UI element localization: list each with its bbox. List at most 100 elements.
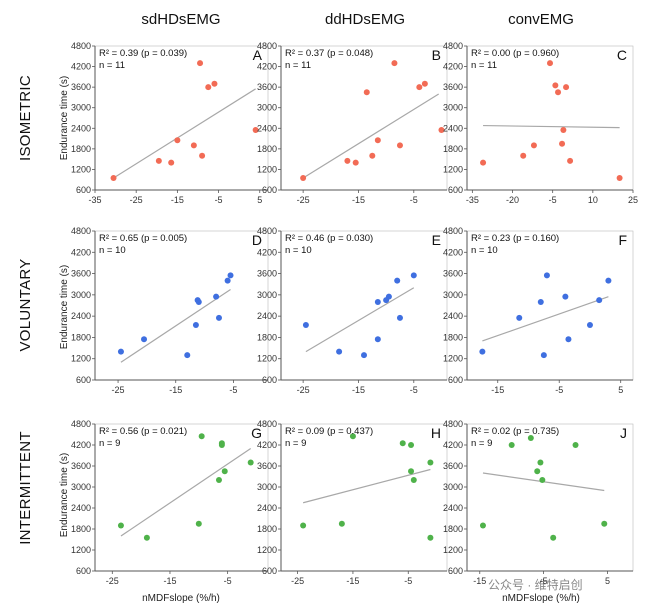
data-point [184, 352, 191, 359]
stat-annotation: R² = 0.46 (p = 0.030) [285, 233, 373, 244]
y-tick-label: 1200 [71, 354, 91, 364]
y-tick-label: 2400 [257, 311, 277, 321]
data-point [192, 322, 199, 329]
data-point [141, 336, 148, 343]
y-tick-label: 1800 [443, 332, 463, 342]
x-tick-label: -15 [473, 576, 486, 586]
data-point [508, 442, 515, 448]
data-point [527, 435, 534, 441]
data-point [537, 298, 544, 305]
data-point [385, 293, 392, 300]
data-point [168, 159, 175, 166]
y-tick-label: 4200 [71, 247, 91, 257]
y-tick-label: 3600 [71, 269, 91, 279]
data-point [352, 159, 359, 166]
data-point [563, 84, 570, 91]
x-tick-label: -15 [346, 576, 359, 586]
y-axis-label-row1: Endurance time (s) [59, 76, 70, 160]
regression-line [305, 287, 415, 353]
data-point [410, 477, 417, 483]
data-point [110, 175, 117, 181]
y-tick-label: 1200 [71, 164, 91, 174]
panel-e: 600 1200 1800 2400 3000 3600 4200 4800 -25 -15 -5 R… [257, 226, 448, 395]
data-point [559, 140, 566, 147]
panel-letter: G [251, 425, 262, 441]
y-tick-label: 1800 [443, 524, 463, 534]
regression-line [120, 448, 252, 537]
data-point [195, 520, 202, 527]
data-point [338, 520, 345, 527]
data-point [349, 433, 356, 440]
data-point [616, 175, 623, 181]
panel-b: 600 1200 1800 2400 3000 3600 4200 4800 -25 -15 -5 R… [257, 41, 448, 205]
x-tick-label: 5 [257, 195, 262, 205]
x-tick-label: -5 [410, 385, 418, 395]
panel-c: 600 1200 1800 2400 3000 3600 4200 4800 -35 -20 -5 1… [443, 41, 638, 205]
y-tick-label: 4200 [257, 440, 277, 450]
y-tick-label: 4200 [257, 247, 277, 257]
n-annotation: n = 11 [99, 60, 125, 71]
y-tick-label: 1200 [257, 545, 277, 555]
data-point [247, 459, 254, 466]
stat-annotation: R² = 0.37 (p = 0.048) [285, 48, 373, 59]
y-tick-label: 1200 [443, 545, 463, 555]
x-tick-label: -15 [352, 385, 365, 395]
stat-annotation: R² = 0.56 (p = 0.021) [99, 426, 187, 437]
y-tick-label: 1800 [257, 144, 277, 154]
x-tick-label: -5 [229, 385, 237, 395]
data-point [117, 348, 124, 355]
data-point [117, 522, 124, 529]
panel-frame [94, 423, 269, 572]
data-point [540, 352, 547, 359]
data-point [562, 293, 569, 300]
y-tick-label: 2400 [71, 503, 91, 513]
regression-line [483, 124, 620, 129]
n-annotation: n = 9 [99, 438, 120, 449]
data-point [516, 314, 523, 321]
x-tick-label: -15 [169, 385, 182, 395]
x-tick-label: 5 [618, 385, 623, 395]
data-point [218, 442, 225, 448]
y-tick-label: 4200 [443, 247, 463, 257]
data-point [221, 468, 228, 475]
panel-letter: B [432, 47, 441, 63]
y-tick-label: 4800 [257, 419, 277, 429]
x-tick-label: -5 [540, 576, 548, 586]
y-tick-label: 600 [448, 185, 463, 195]
data-point [155, 157, 162, 164]
data-point [300, 522, 307, 529]
data-point [399, 440, 406, 447]
x-tick-label: -35 [466, 195, 479, 205]
y-tick-label: 2400 [443, 123, 463, 133]
data-point [534, 468, 541, 475]
y-tick-label: 600 [262, 375, 277, 385]
data-point [555, 89, 562, 96]
n-annotation: n = 11 [285, 60, 311, 71]
data-point [560, 127, 567, 133]
data-point [572, 442, 579, 448]
data-point [601, 520, 608, 527]
data-point [252, 127, 259, 133]
y-tick-label: 600 [76, 185, 91, 195]
y-tick-label: 4200 [257, 62, 277, 72]
data-point [410, 272, 417, 279]
data-point [300, 175, 307, 181]
data-point [438, 127, 445, 133]
y-tick-label: 4200 [71, 62, 91, 72]
data-point [427, 534, 434, 541]
y-tick-label: 2400 [257, 503, 277, 513]
y-tick-label: 3600 [71, 461, 91, 471]
x-tick-label: -25 [106, 576, 119, 586]
y-tick-label: 4200 [443, 62, 463, 72]
stat-annotation: R² = 0.65 (p = 0.005) [99, 233, 187, 244]
data-point [520, 152, 527, 159]
data-point [198, 433, 205, 440]
panel-letter: F [618, 232, 627, 248]
column-title-convemg: convEMG [508, 11, 574, 28]
data-point [374, 336, 381, 343]
y-tick-label: 3000 [257, 103, 277, 113]
x-tick-label: -20 [506, 195, 519, 205]
y-tick-label: 600 [448, 375, 463, 385]
stat-annotation: R² = 0.02 (p = 0.735) [471, 426, 559, 437]
x-tick-label: -15 [171, 195, 184, 205]
